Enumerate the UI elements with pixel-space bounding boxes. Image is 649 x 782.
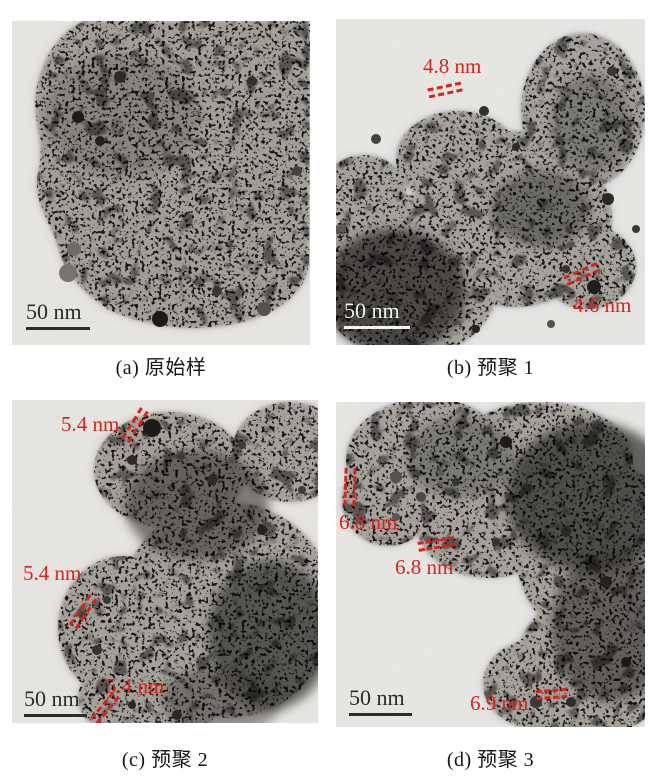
measurement-label: 6.9 nm [470, 691, 529, 715]
scale-bar-line [344, 326, 410, 329]
measurement-label: 4.8 nm [423, 54, 482, 78]
panel-b-caption: (b) 预聚 1 [446, 357, 535, 379]
dash-line [343, 467, 348, 506]
scale-bar-line [349, 713, 412, 716]
scale-bar: 50 nm [26, 301, 90, 330]
scale-bar-label: 50 nm [344, 298, 400, 323]
panel-c-image: 5.4 nm 5.4 nm 5.4 nm 50 nm [12, 400, 318, 723]
dash-line [535, 687, 567, 694]
scale-bar-label: 50 nm [24, 686, 80, 711]
panel-a-caption: (a) 原始样 [115, 357, 207, 379]
panel-d-image: 6.8 nm 6.8 nm 6.9 nm 50 nm [336, 402, 645, 727]
measurement-dashes [343, 467, 357, 507]
panel-a-image: 50 nm [12, 21, 310, 345]
measurement-label: 5.4 nm [23, 561, 82, 585]
measurement-label: 4.6 nm [573, 293, 632, 317]
scale-bar: 50 nm [344, 300, 410, 329]
panel-d-caption: (d) 预聚 3 [446, 749, 535, 771]
scale-bar-line [26, 327, 90, 330]
measurement-label: 6.8 nm [395, 555, 454, 579]
panel-c-caption: (c) 预聚 2 [121, 749, 209, 771]
tem-micrograph-d [336, 402, 645, 727]
scale-bar: 50 nm [24, 688, 87, 717]
panel-b-image: 4.8 nm 4.6 nm 50 nm [336, 19, 645, 345]
scale-bar: 50 nm [349, 687, 412, 716]
measurement-label: 6.8 nm [339, 510, 398, 534]
scale-bar-label: 50 nm [349, 685, 405, 710]
measurement-label: 5.4 nm [61, 412, 120, 436]
measurement-dashes [535, 687, 568, 701]
tem-micrograph-b [336, 19, 645, 345]
tem-micrograph-a [12, 21, 310, 345]
measurement-label: 5.4 nm [106, 674, 165, 698]
scale-bar-line [24, 714, 87, 717]
tem-micrograph-c [12, 400, 318, 723]
scale-bar-label: 50 nm [26, 299, 82, 324]
